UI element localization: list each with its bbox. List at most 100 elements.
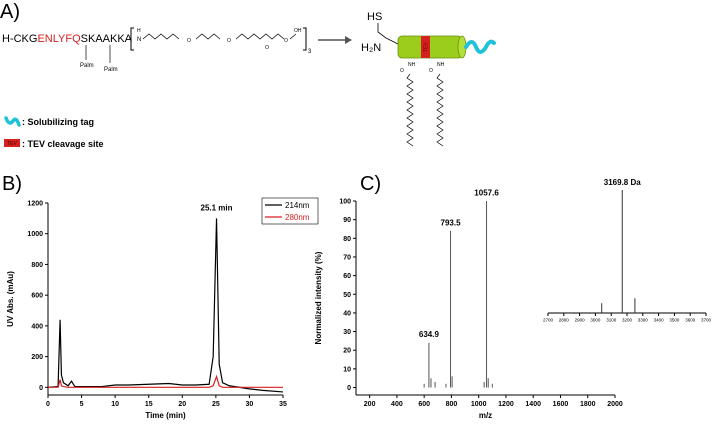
x-tick-label: 15 xyxy=(145,401,153,408)
x-tick-label: 1800 xyxy=(580,401,596,408)
x-tick-label: 3500 xyxy=(669,318,680,323)
y-tick-label: 0 xyxy=(39,385,43,392)
x-tick-label: 2800 xyxy=(559,318,570,323)
linker-chain xyxy=(142,33,297,40)
x-tick-label: 200 xyxy=(364,401,376,408)
y-tick-label: 80 xyxy=(343,236,351,243)
y-axis-label: Normalized intensity (%) xyxy=(314,251,323,344)
x-tick-label: 400 xyxy=(391,401,403,408)
arrow-head xyxy=(345,36,352,44)
palm: Palm xyxy=(80,63,94,69)
x-axis-label: Time (min) xyxy=(145,411,186,420)
legend-label: 280nm xyxy=(285,213,310,222)
y-tick-label: 200 xyxy=(31,354,43,361)
y-tick-label: 40 xyxy=(343,310,351,317)
x-tick-label: 2000 xyxy=(607,401,623,408)
bond xyxy=(377,23,399,45)
amine: H₂N xyxy=(361,42,381,54)
x-tick-label: 2900 xyxy=(575,318,586,323)
y-tick-label: 1000 xyxy=(27,231,43,238)
y-tick-label: 90 xyxy=(343,217,351,224)
y-tick-label: 60 xyxy=(343,273,351,280)
panel-label: C) xyxy=(360,173,381,195)
sequence: H-CKGENLYFQSKAAKKA xyxy=(2,33,133,45)
charts: B)0 5 10 15 20 25 30 35020040060080010001200Tim… xyxy=(2,173,712,420)
nh: NH xyxy=(408,62,416,68)
x-tick-label: 3000 xyxy=(590,318,601,323)
legend-tag-icon xyxy=(4,116,21,127)
legend-tev-box xyxy=(4,139,20,147)
annotation: 1057.6 xyxy=(474,188,499,197)
linker-oh: OH xyxy=(294,28,302,34)
linker-oxygen: O xyxy=(187,38,191,44)
palm-chains xyxy=(406,73,444,147)
linker-o: O xyxy=(265,45,269,51)
x-tick-label: 35 xyxy=(279,401,287,408)
bracket xyxy=(130,27,307,51)
x-tick-label: 1200 xyxy=(498,401,514,408)
legend-tev: : TEV cleavage site xyxy=(22,139,104,149)
x-tick-label: 2700 xyxy=(543,318,554,323)
x-tick-label: 3600 xyxy=(685,318,696,323)
x-tick-label: 1000 xyxy=(471,401,487,408)
x-tick-label: 20 xyxy=(178,401,186,408)
linker-h: H xyxy=(137,28,141,34)
palm: Palm xyxy=(104,67,118,73)
repeat: 3 xyxy=(308,49,312,55)
x-tick-label: 30 xyxy=(246,401,254,408)
x-tick-label: 3400 xyxy=(654,318,665,323)
y-tick-label: 0 xyxy=(347,385,351,392)
x-axis-label: m/z xyxy=(479,411,492,420)
legend-label: 214nm xyxy=(285,201,310,210)
y-tick-label: 400 xyxy=(31,323,43,330)
y-tick-label: 1200 xyxy=(27,201,43,208)
linker-oxygen: O xyxy=(227,38,231,44)
linker-oxygen: O xyxy=(284,38,288,44)
x-tick-label: 10 xyxy=(111,401,119,408)
tev-band xyxy=(421,36,430,58)
y-axis-label: UV Abs. (mAu) xyxy=(6,271,15,327)
solubilizing-tag xyxy=(464,39,496,54)
tev-label: TEV xyxy=(423,41,429,51)
y-tick-label: 30 xyxy=(343,329,351,336)
sequence-red: ENLYFQ xyxy=(37,33,81,45)
sequence-start: H-CKG xyxy=(2,33,37,45)
x-tick-label: 3700 xyxy=(701,318,712,323)
x-tick-label: 800 xyxy=(446,401,458,408)
y-tick-label: 600 xyxy=(31,293,43,300)
panel-a: A) H-CKGENLYFQSKAAKKA Palm Palm H N O O … xyxy=(0,1,496,149)
nh: NH xyxy=(437,62,445,68)
x-tick-label: 3200 xyxy=(622,318,633,323)
y-tick-label: 800 xyxy=(31,262,43,269)
legend-tev-icon: TEV xyxy=(7,141,17,147)
annotation: 634.9 xyxy=(419,330,440,339)
x-tick-label: 5 xyxy=(80,401,84,408)
x-tick-label: 25 xyxy=(212,401,220,408)
y-tick-label: 10 xyxy=(343,366,351,373)
annotation: 3169.8 Da xyxy=(604,178,641,187)
legend-tag: : Solubilizing tag xyxy=(22,117,94,127)
x-tick-label: 600 xyxy=(418,401,430,408)
y-tick-label: 100 xyxy=(339,199,351,206)
y-tick-label: 70 xyxy=(343,254,351,261)
x-tick-label: 0 xyxy=(46,401,50,408)
x-tick-label: 3300 xyxy=(638,318,649,323)
linker-n: N xyxy=(137,37,141,43)
x-tick-label: 1400 xyxy=(525,401,541,408)
panel-label: A) xyxy=(0,1,20,23)
y-tick-label: 20 xyxy=(343,348,351,355)
series-line xyxy=(48,374,283,388)
x-tick-label: 3100 xyxy=(606,318,617,323)
x-tick-label: 1600 xyxy=(553,401,569,408)
annotation: 25.1 min xyxy=(201,204,233,213)
annotation: 793.5 xyxy=(441,218,462,227)
sequence-end: SKAAKKA xyxy=(81,33,133,45)
panel-label: B) xyxy=(2,173,22,195)
legend-box xyxy=(261,197,319,225)
carbonyl-o: O xyxy=(429,68,433,74)
series-line xyxy=(47,218,284,393)
y-tick-label: 50 xyxy=(343,292,351,299)
thiol: HS xyxy=(367,11,382,23)
carbonyl-o: O xyxy=(400,68,404,74)
